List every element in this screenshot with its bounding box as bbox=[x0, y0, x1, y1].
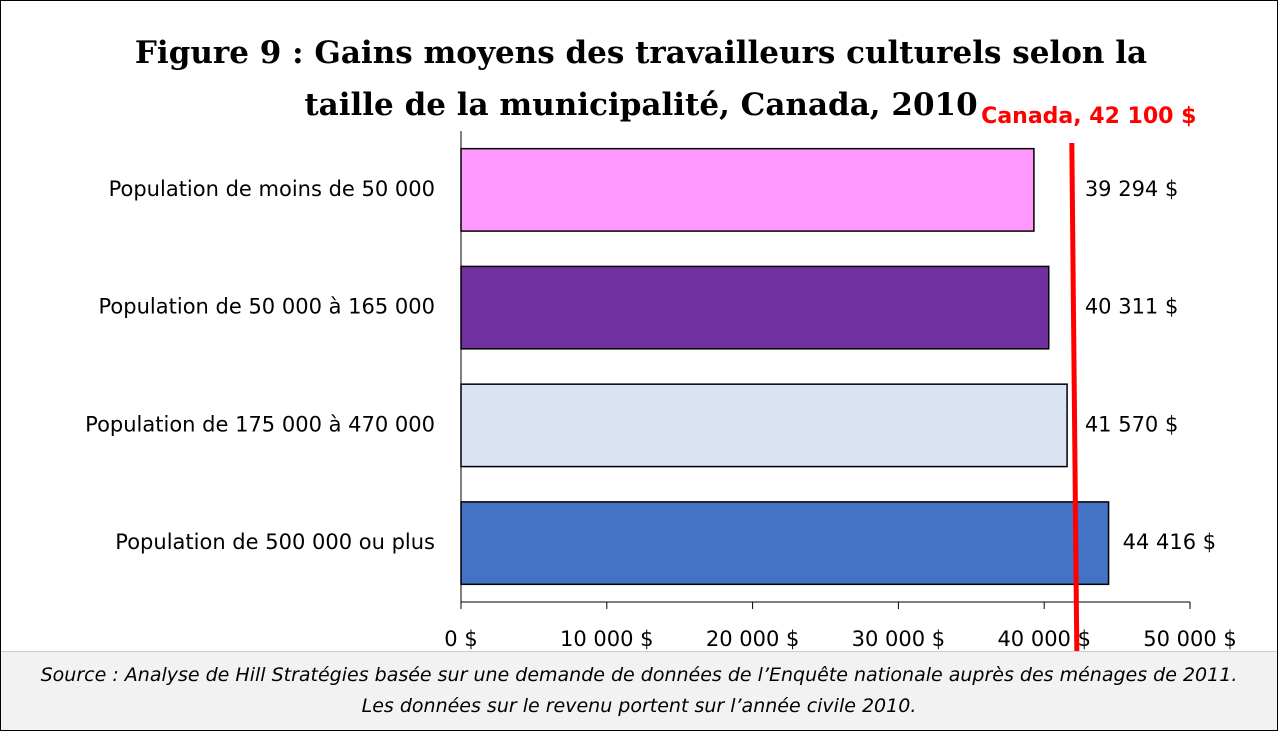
bar bbox=[460, 265, 1050, 350]
y-tick-label: Population de 50 000 à 165 000 bbox=[99, 295, 435, 319]
x-tick-label: 20 000 $ bbox=[706, 627, 800, 651]
chart-title: Figure 9 : Gains moyens des travailleurs… bbox=[134, 35, 1148, 123]
x-tick-label: 0 $ bbox=[444, 627, 477, 651]
y-tick-label: Population de 500 000 ou plus bbox=[115, 530, 435, 554]
y-tick-label: Population de 175 000 à 470 000 bbox=[85, 412, 435, 436]
y-tick-label: Population de moins de 50 000 bbox=[109, 177, 435, 201]
source-note: Source : Analyse de Hill Stratégies basé… bbox=[1, 651, 1277, 730]
x-tick-label: 50 000 $ bbox=[1143, 627, 1237, 651]
bar bbox=[460, 147, 1035, 232]
x-tick-label: 30 000 $ bbox=[852, 627, 946, 651]
value-label: 41 570 $ bbox=[1085, 412, 1179, 436]
reference-line bbox=[1069, 142, 1080, 652]
value-label: 40 311 $ bbox=[1085, 295, 1179, 319]
value-label: 39 294 $ bbox=[1085, 177, 1179, 201]
x-tick-label: 10 000 $ bbox=[560, 627, 654, 651]
value-label: 44 416 $ bbox=[1123, 530, 1217, 554]
reference-label: Canada, 42 100 $ bbox=[981, 104, 1196, 129]
bar bbox=[460, 501, 1110, 586]
bar bbox=[460, 383, 1068, 468]
